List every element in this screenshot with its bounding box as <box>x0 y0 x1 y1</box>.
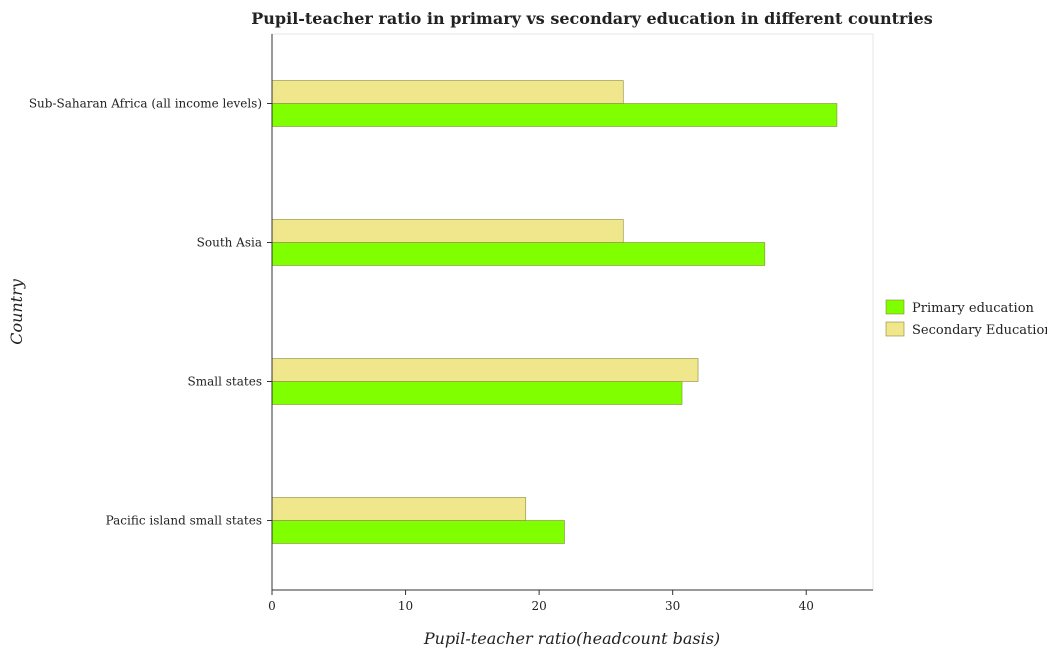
x-tick-label-1: 10 <box>398 599 413 613</box>
bar-secondary-2 <box>271 219 624 243</box>
y-tick-label-2: South Asia <box>197 236 262 250</box>
x-axis-label: Pupil-teacher ratio(headcount basis) <box>423 629 720 648</box>
bar-primary-2 <box>271 242 766 266</box>
bar-secondary-0 <box>271 497 527 521</box>
x-tick-label-4: 40 <box>799 599 814 613</box>
y-axis: Pacific island small states Small states S… <box>29 34 273 590</box>
bar-secondary-1 <box>271 358 699 382</box>
bar-primary-0 <box>271 520 565 544</box>
legend-label-1: Secondary Education <box>912 323 1047 338</box>
legend: Primary education Secondary Education <box>885 299 1047 338</box>
x-tick-label-2: 20 <box>531 599 546 613</box>
bar-secondary-3 <box>271 80 624 104</box>
x-tick-label-0: 0 <box>268 599 276 613</box>
bar-primary-1 <box>271 381 683 405</box>
legend-label-0: Primary education <box>912 301 1035 316</box>
y-tick-label-1: Small states <box>188 375 262 389</box>
legend-swatch-1 <box>885 321 905 337</box>
bar-primary-3 <box>271 103 838 127</box>
bars <box>271 80 838 544</box>
y-axis-label: Country <box>7 278 26 345</box>
legend-swatch-0 <box>885 299 905 315</box>
x-axis: 0 10 20 30 40 <box>268 589 873 613</box>
y-tick-label-3: Sub-Saharan Africa (all income levels) <box>29 97 262 111</box>
y-tick-label-0: Pacific island small states <box>106 514 262 528</box>
chart-title: Pupil-teacher ratio in primary vs second… <box>251 9 932 28</box>
x-tick-label-3: 30 <box>665 599 680 613</box>
